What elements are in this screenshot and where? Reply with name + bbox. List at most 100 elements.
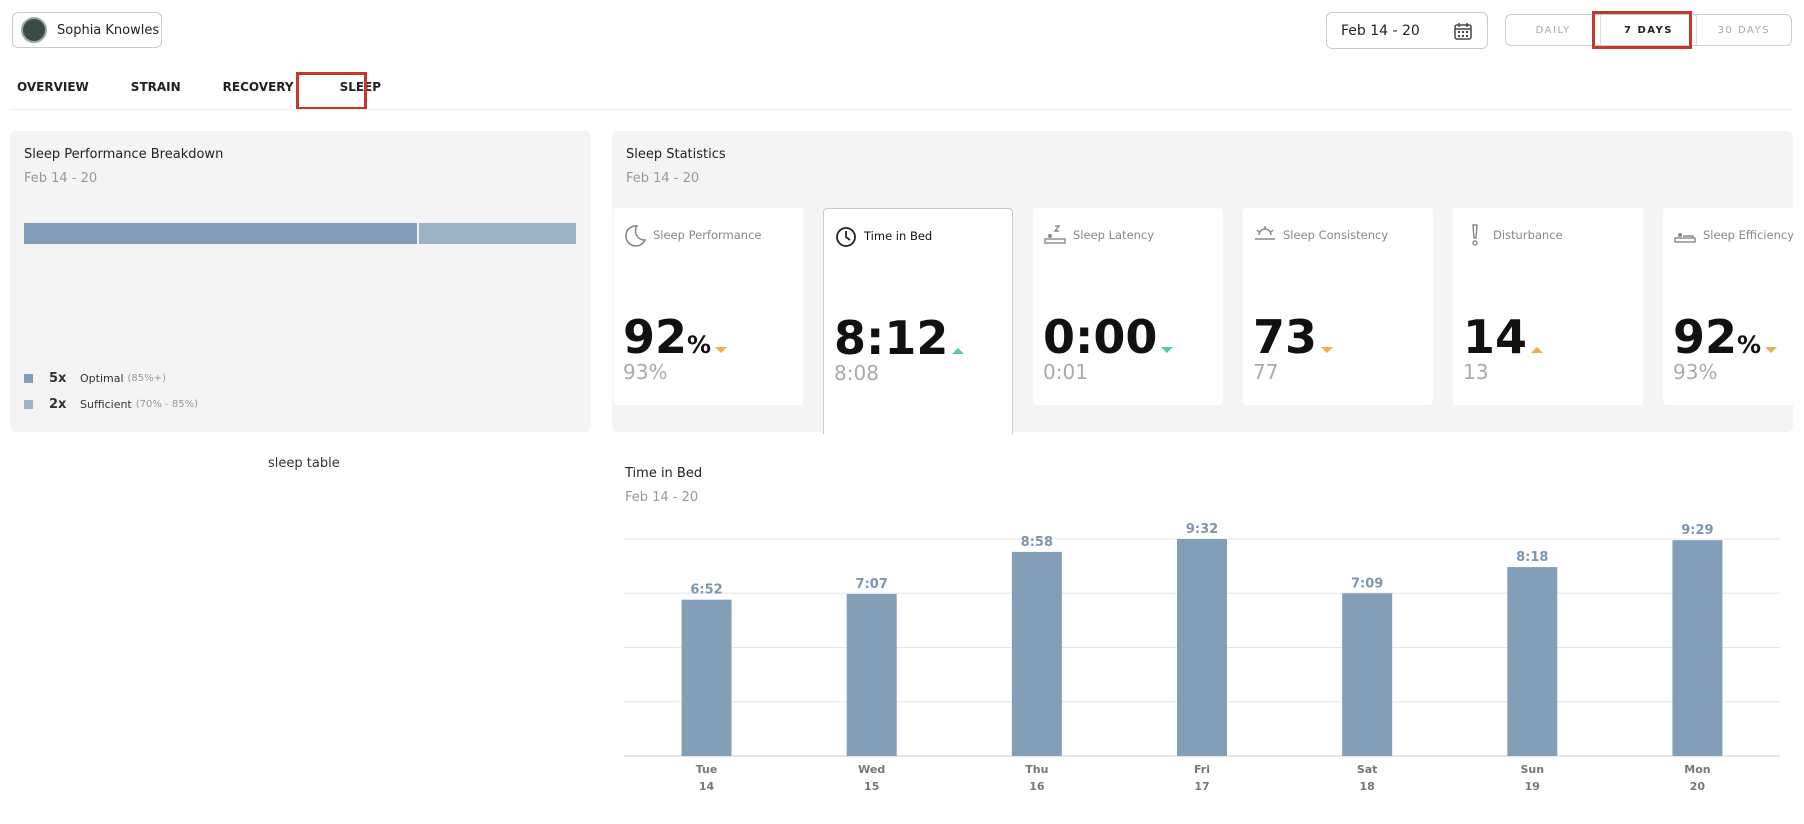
stat-card[interactable]: Time in Bed 8:12 8:08: [823, 208, 1013, 434]
user-name: Sophia Knowles: [57, 22, 160, 38]
breakdown-legend: 5x Optimal (85%+) 2x Sufficient (70% - 85%): [24, 365, 198, 417]
card-header: Sleep Latency: [1043, 222, 1213, 248]
divider: [10, 109, 1793, 110]
card-label: Sleep Consistency: [1283, 228, 1389, 242]
period-option[interactable]: 7 DAYS: [1600, 15, 1695, 45]
stat-card[interactable]: Sleep Efficiency 92% 93%: [1663, 208, 1793, 405]
card-header: Sleep Consistency: [1253, 222, 1423, 248]
trend-arrow: [952, 348, 965, 354]
card-unit: %: [687, 331, 712, 359]
tab[interactable]: OVERVIEW: [17, 80, 89, 94]
value-label: 8:18: [1516, 550, 1548, 565]
bar: [1011, 551, 1062, 756]
tab[interactable]: SLEEP: [339, 80, 382, 94]
chart-title: Time in Bed: [624, 466, 702, 481]
date-picker[interactable]: Feb 14 - 20: [1326, 12, 1488, 49]
x-tick-date: 18: [1359, 780, 1374, 793]
breakdown-segment: [24, 223, 417, 244]
legend-swatch: [24, 373, 33, 383]
stat-card[interactable]: Sleep Performance 92% 93%: [613, 208, 803, 405]
x-tick-label: Wed: [858, 763, 885, 776]
card-icon: [1255, 226, 1275, 240]
card-icon: [1472, 224, 1478, 246]
card-icon: [836, 227, 856, 247]
legend-count: 5x: [49, 370, 67, 386]
card-value: 92: [623, 310, 688, 364]
x-tick-date: 20: [1690, 780, 1706, 793]
legend-range: (70% - 85%): [135, 398, 198, 410]
x-tick-date: 19: [1525, 780, 1540, 793]
avatar: [21, 17, 47, 43]
bar: [1177, 539, 1227, 756]
card-previous: 13: [1463, 360, 1489, 384]
card-value-row: 92%: [623, 310, 793, 364]
legend-entry: 2x Sufficient (70% - 85%): [24, 391, 198, 417]
stat-card[interactable]: Sleep Consistency 73 77: [1243, 208, 1433, 405]
legend-swatch: [24, 399, 33, 409]
x-tick-label: Fri: [1194, 763, 1210, 776]
tab-bar: OVERVIEW STRAIN RECOVERY SLEEP: [17, 80, 423, 94]
card-previous: 8:08: [834, 361, 879, 385]
card-value: 73: [1253, 310, 1318, 364]
card-previous: 77: [1253, 360, 1279, 384]
period-selector: DAILY 7 DAYS 30 DAYS: [1505, 14, 1792, 46]
sleep-table-placeholder: sleep table: [268, 456, 340, 471]
bar: [1507, 567, 1558, 756]
panel-title: Sleep Performance Breakdown: [24, 147, 224, 162]
breakdown-panel: Sleep Performance Breakdown Feb 14 - 20 …: [10, 131, 591, 432]
tab[interactable]: RECOVERY: [222, 80, 294, 94]
value-label: 8:58: [1021, 535, 1053, 550]
legend-range: (85%+): [127, 372, 166, 384]
stat-cards: Sleep Performance 92% 93% Time in Bed 8:12 8:…: [612, 0, 1793, 440]
x-tick-label: Tue: [696, 763, 718, 776]
period-option[interactable]: 30 DAYS: [1695, 15, 1791, 45]
breakdown-bar: [24, 223, 576, 244]
period-option[interactable]: DAILY: [1535, 24, 1571, 36]
card-label: Time in Bed: [864, 229, 933, 243]
chart-subtitle: Feb 14 - 20: [625, 490, 698, 505]
user-button[interactable]: Sophia Knowles: [12, 12, 162, 48]
card-value: 14: [1463, 310, 1528, 364]
card-value-row: 92%: [1673, 310, 1793, 364]
stat-card[interactable]: Disturbance 14 13: [1453, 208, 1643, 405]
panel-subtitle: Feb 14 - 20: [24, 171, 98, 186]
x-tick-label: Sat: [1357, 763, 1378, 776]
calendar-icon: [1454, 22, 1472, 40]
x-tick-label: Mon: [1684, 763, 1710, 776]
x-tick-date: 17: [1194, 780, 1209, 793]
card-label: Disturbance: [1493, 228, 1563, 242]
tab[interactable]: STRAIN: [130, 80, 181, 94]
card-header: Sleep Efficiency: [1673, 222, 1793, 248]
card-value: 8:12: [834, 311, 949, 365]
card-label: Sleep Performance: [653, 228, 762, 242]
card-header: Time in Bed: [834, 223, 1002, 249]
trend-arrow: [715, 347, 728, 353]
value-label: 9:32: [1186, 522, 1218, 537]
card-value-row: 0:00: [1043, 310, 1213, 364]
bar: [846, 594, 897, 756]
card-previous: 0:01: [1043, 360, 1088, 384]
trend-arrow: [1161, 347, 1174, 353]
card-value-row: 8:12: [834, 311, 1002, 365]
card-value: 0:00: [1043, 310, 1158, 364]
breakdown-segment: [418, 223, 576, 244]
card-icon: [625, 225, 647, 247]
card-value-row: 14: [1463, 310, 1633, 364]
bar: [681, 599, 732, 756]
legend-count: 2x: [49, 396, 67, 412]
value-label: 6:52: [690, 583, 722, 598]
value-label: 7:09: [1351, 576, 1383, 591]
panel-subtitle: Feb 14 - 20: [626, 171, 700, 186]
trend-arrow: [1765, 347, 1778, 353]
stat-card[interactable]: Sleep Latency 0:00 0:01: [1033, 208, 1223, 405]
card-value-row: 73: [1253, 310, 1423, 364]
trend-arrow: [1321, 347, 1334, 353]
legend-entry: 5x Optimal (85%+): [24, 365, 198, 391]
card-label: Sleep Latency: [1073, 228, 1155, 242]
bar: [1672, 540, 1723, 756]
card-previous: 93%: [623, 360, 668, 384]
card-header: Disturbance: [1463, 222, 1633, 248]
card-icon: [1044, 225, 1066, 244]
legend-name: Optimal: [80, 371, 124, 385]
